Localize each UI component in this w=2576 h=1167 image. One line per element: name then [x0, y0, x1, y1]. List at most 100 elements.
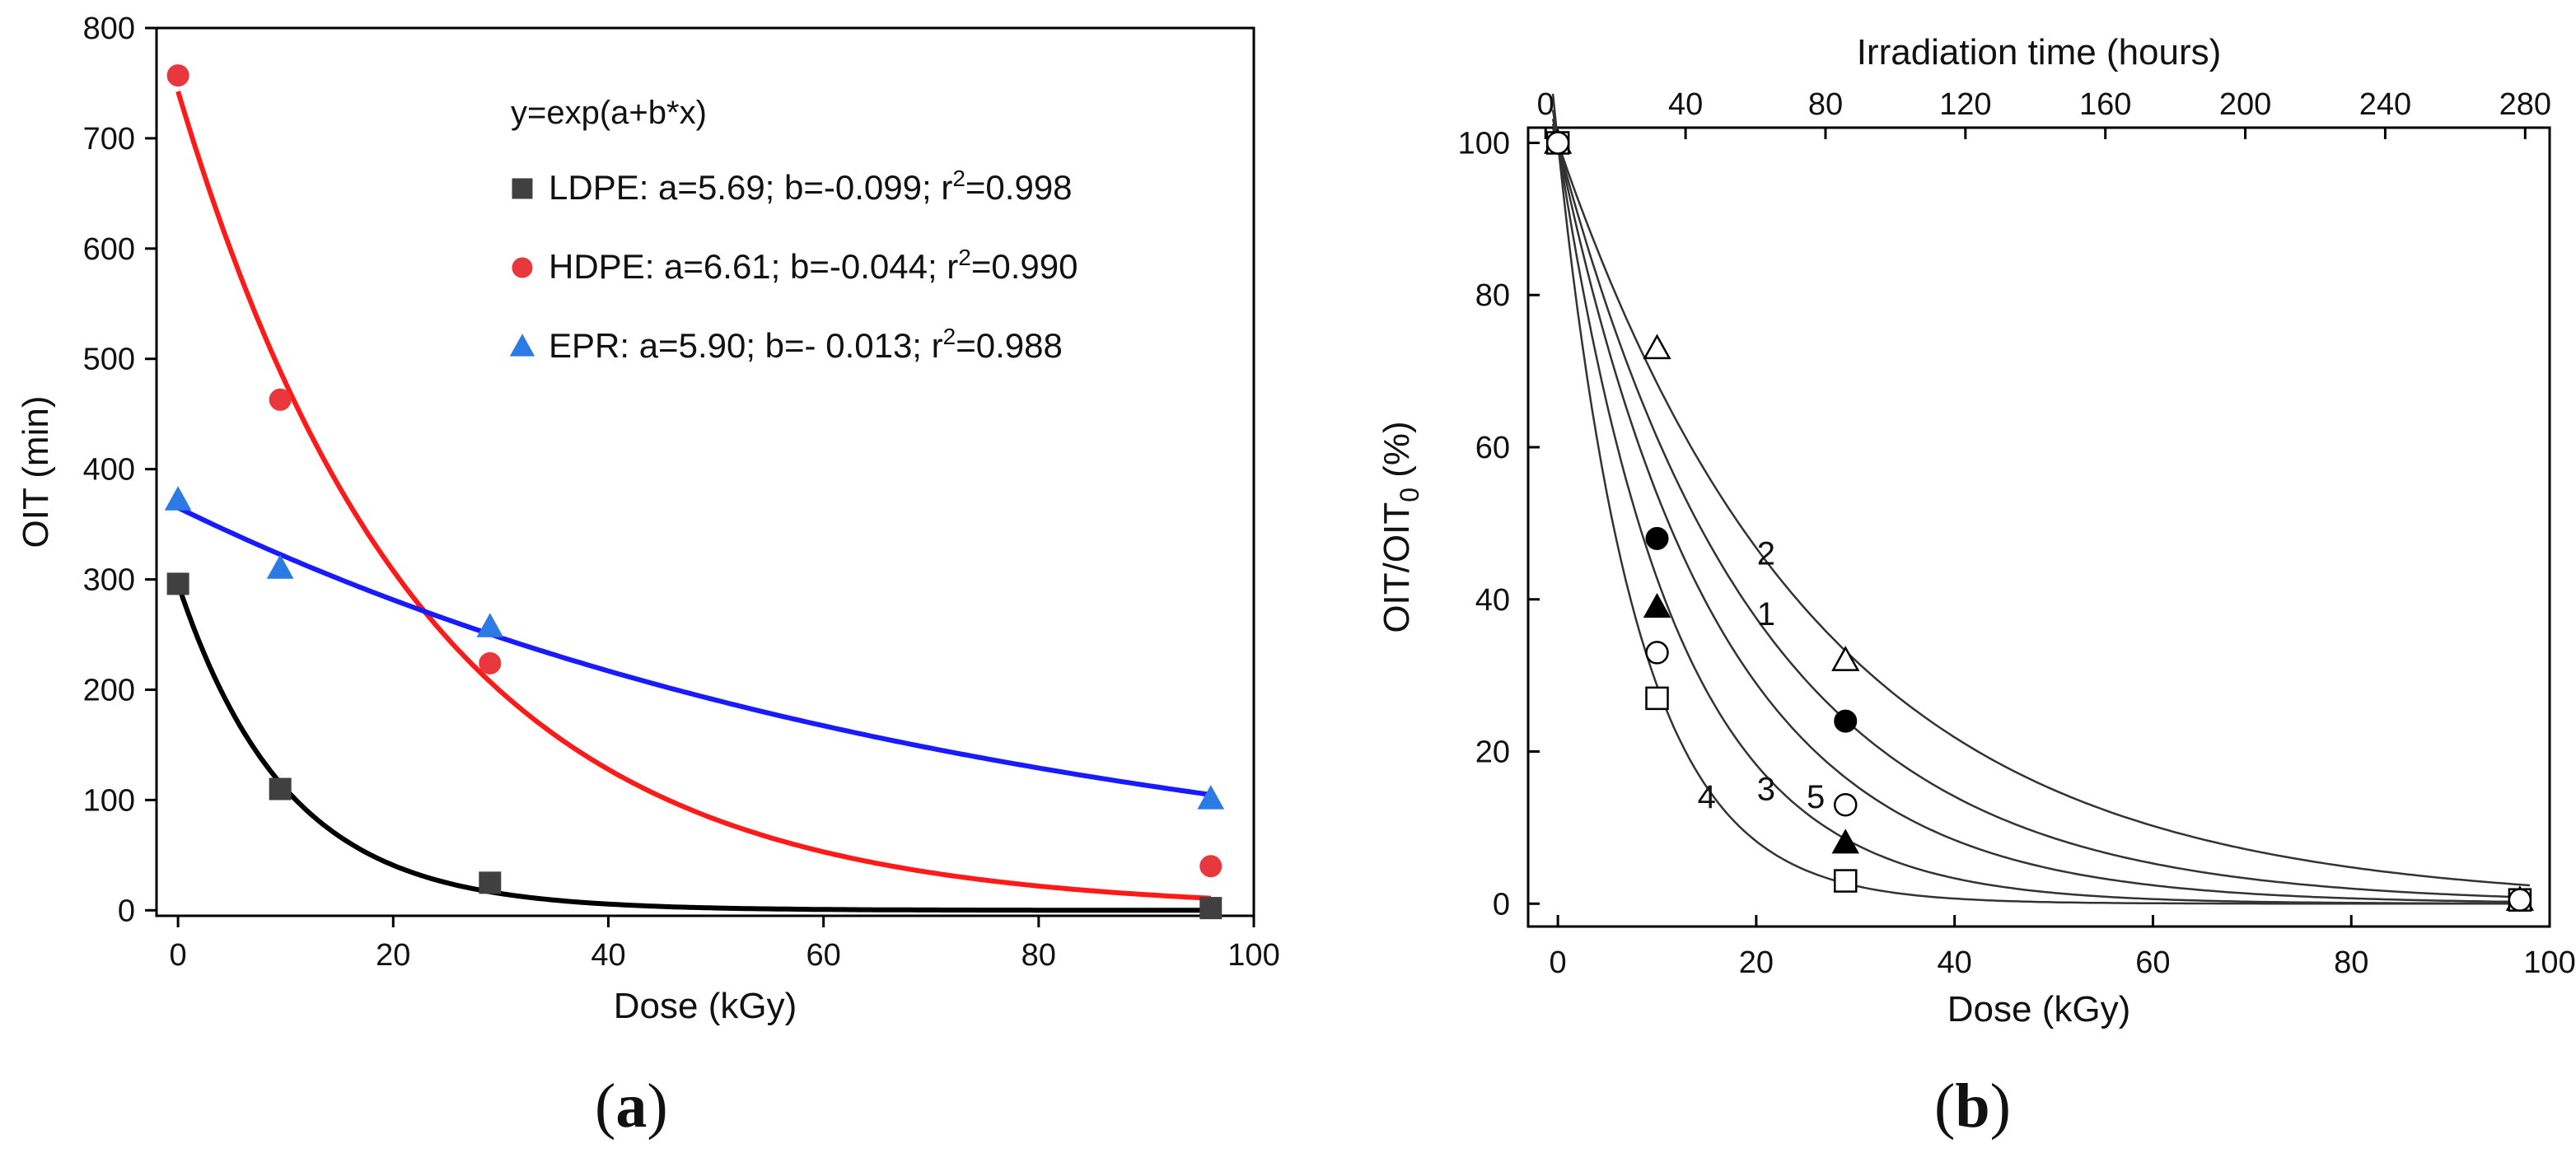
data-point-series-3	[1643, 592, 1671, 618]
fit-curve-epr	[176, 505, 1212, 797]
legend-label-hdpe: HDPE: a=6.61; b=-0.044; r2=0.990	[549, 245, 1078, 286]
data-point-hdpe	[269, 388, 292, 411]
legend-sup: 2	[958, 245, 971, 270]
data-point-ldpe	[269, 777, 292, 801]
legend-equation: y=exp(a+b*x)	[511, 95, 707, 131]
y-tick-label: 80	[1475, 278, 1510, 313]
y-tick-label: 0	[118, 894, 135, 928]
x-axis-label: Dose (kGy)	[1947, 989, 2130, 1029]
y-axis-label: OIT (min)	[16, 396, 56, 548]
y-tick-label: 800	[83, 12, 135, 46]
x-tick-label: 60	[2135, 945, 2170, 980]
x-tick-label: 0	[170, 938, 187, 973]
x-tick-label: 100	[2523, 945, 2575, 980]
curve-label-1: 1	[1757, 596, 1775, 633]
legend-label-epr: EPR: a=5.90; b=- 0.013; r2=0.988	[549, 324, 1063, 365]
x-tick-label: 0	[1550, 945, 1567, 980]
legend-sup: 2	[952, 166, 965, 191]
plot-frame	[155, 26, 1255, 917]
legend-text: =0.988	[956, 326, 1063, 365]
data-point-series-5	[1833, 792, 1858, 817]
curve-label-5: 5	[1807, 779, 1825, 815]
data-point-series-1	[1834, 709, 1858, 733]
x2-tick-label: 240	[2359, 87, 2411, 122]
y-axis-label: OIT/OIT0 (%)	[1377, 421, 1424, 633]
data-point-hdpe	[166, 64, 189, 87]
data-point-epr	[164, 486, 192, 511]
x-tick-label: 20	[1739, 945, 1774, 980]
x-tick-label: 100	[1227, 938, 1279, 973]
data-point-series-2	[1643, 334, 1671, 360]
y-tick-label: 0	[1493, 887, 1510, 922]
y-tick-label: 20	[1475, 735, 1510, 770]
legend-label-ldpe: LDPE: a=5.69; b=-0.099; r2=0.998	[549, 166, 1073, 207]
chart-a: 0 20 40 60 80 100 0 100 200 300 400 500 600 700 800 Dos…	[16, 12, 1280, 1026]
data-point-series-4	[1833, 869, 1858, 893]
y-tick-label: 600	[83, 232, 135, 267]
y-tick-label: 200	[83, 673, 135, 707]
data-point-series-5	[1545, 131, 1570, 155]
data-point-series-2	[1831, 646, 1860, 671]
x-axis-label: Dose (kGy)	[614, 986, 797, 1026]
data-point-series-5	[2508, 888, 2532, 912]
y-axis-text: (%)	[1377, 421, 1417, 488]
x-tick-label: 80	[1022, 938, 1056, 973]
x-tick-label: 60	[806, 938, 841, 973]
y-tick-label: 100	[83, 783, 135, 818]
x2-tick-label: 200	[2219, 87, 2271, 122]
y-tick-label: 60	[1475, 431, 1510, 465]
panel-label-a: (a)	[595, 1071, 668, 1141]
legend-text: EPR: a=5.90; b=- 0.013; r	[549, 326, 943, 365]
x2-tick-label: 40	[1668, 87, 1703, 122]
data-point-ldpe	[479, 871, 502, 894]
curve-label-2: 2	[1757, 535, 1775, 572]
plot-frame	[1526, 126, 2551, 928]
data-point-epr	[1197, 785, 1225, 810]
data-point-series-1	[1645, 526, 1669, 550]
panel-label-b: (b)	[1934, 1071, 2011, 1141]
x2-tick-label: 160	[2079, 87, 2131, 122]
legend-text: =0.990	[971, 247, 1078, 286]
legend-marker-ldpe	[512, 178, 533, 199]
x-tick-label: 40	[1938, 945, 1972, 980]
y-tick-label: 500	[83, 343, 135, 377]
y-tick-label: 100	[1458, 126, 1510, 161]
x-tick-label: 20	[376, 938, 410, 973]
x-tick-label: 40	[591, 938, 625, 973]
x2-tick-label: 0	[1537, 87, 1554, 122]
data-point-epr	[266, 554, 294, 579]
legend-marker-hdpe	[512, 257, 533, 278]
y-tick-label: 40	[1475, 583, 1510, 618]
data-point-ldpe	[166, 572, 189, 595]
x2-tick-label: 280	[2499, 87, 2551, 122]
decay-curve-1	[1551, 124, 2530, 899]
data-point-hdpe	[1199, 855, 1223, 878]
data-point-series-3	[1831, 829, 1859, 854]
legend-marker-epr	[509, 334, 535, 357]
y-tick-label: 700	[83, 122, 135, 156]
legend-sup: 2	[943, 324, 956, 349]
data-point-hdpe	[479, 651, 502, 675]
decay-curve-2	[1551, 128, 2530, 887]
fit-curve-hdpe	[175, 91, 1211, 901]
decay-curve-4	[1551, 93, 2530, 905]
curve-label-4: 4	[1698, 779, 1716, 815]
data-point-series-4	[1645, 686, 1669, 711]
legend-text: HDPE: a=6.61; b=-0.044; r	[549, 247, 958, 286]
curve-label-3: 3	[1757, 772, 1775, 808]
y-axis-text: OIT/OIT	[1377, 502, 1417, 633]
x2-axis-label: Irradiation time (hours)	[1857, 32, 2222, 72]
legend-text: LDPE: a=5.69; b=-0.099; r	[549, 168, 952, 207]
data-point-ldpe	[1199, 897, 1223, 920]
x-tick-label: 80	[2334, 945, 2368, 980]
y-tick-label: 300	[83, 563, 135, 598]
x2-tick-label: 80	[1808, 87, 1843, 122]
data-point-series-5	[1645, 641, 1669, 665]
fit-curve-ldpe	[175, 583, 1211, 913]
x2-tick-label: 120	[1939, 87, 1991, 122]
y-tick-label: 400	[83, 453, 135, 488]
legend-text: =0.998	[965, 168, 1073, 207]
y-axis-sub: 0	[1395, 488, 1424, 502]
data-point-epr	[476, 613, 504, 637]
